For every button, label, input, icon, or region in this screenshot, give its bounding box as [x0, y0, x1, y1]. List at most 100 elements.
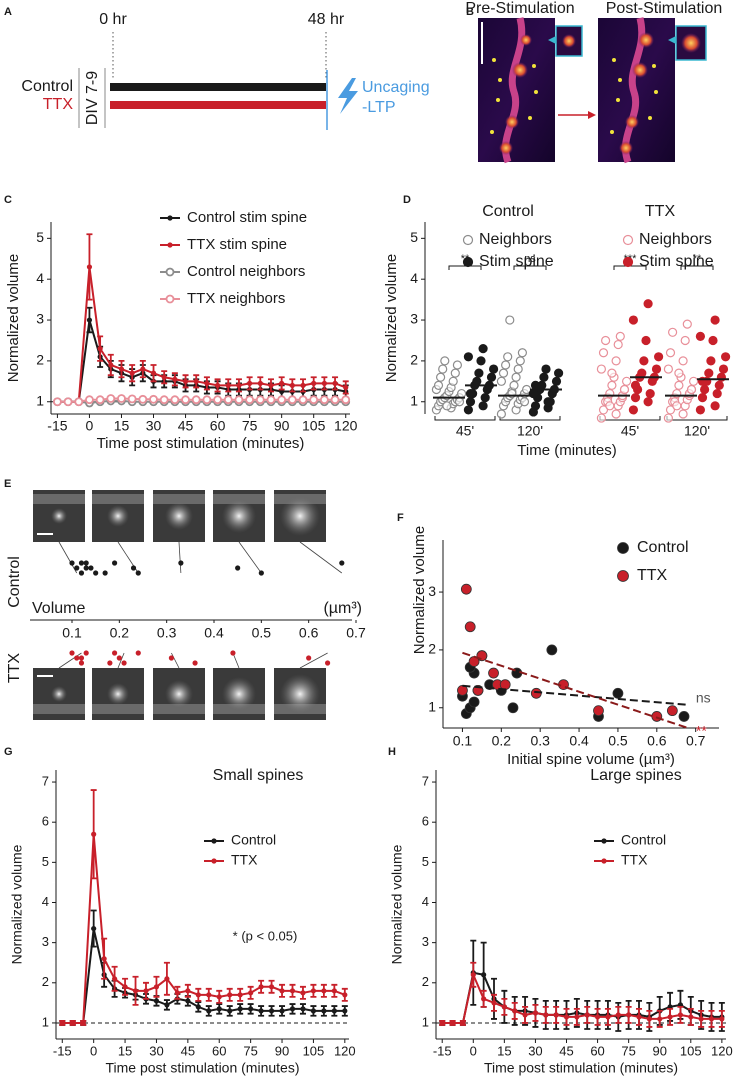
y-tick-label: 5	[422, 854, 429, 869]
fit-line	[462, 684, 688, 706]
spine-spot	[280, 496, 320, 536]
panel-label: A	[4, 6, 12, 18]
category-bracket	[599, 416, 661, 421]
x-axis-label: Time post stimulation (minutes)	[97, 435, 305, 452]
spine	[499, 141, 513, 155]
legend-label: TTX stim spine	[187, 236, 287, 253]
data-point	[615, 331, 625, 341]
data-point	[637, 368, 647, 378]
data-point	[512, 1008, 518, 1014]
data-point	[289, 382, 295, 389]
data-point	[174, 990, 180, 996]
x-axis-unit: (µm³)	[323, 600, 362, 617]
connector	[58, 541, 78, 574]
x-tick-label: 45'	[621, 423, 639, 439]
data-point	[97, 346, 103, 352]
x-axis-label: Time post stimulation (minutes)	[484, 1060, 678, 1076]
row-label: TTX	[6, 653, 23, 684]
data-point	[528, 388, 539, 399]
data-point	[448, 376, 458, 386]
data-point	[237, 1006, 243, 1012]
data-point	[598, 405, 609, 415]
data-point	[630, 380, 641, 391]
data-point	[605, 1014, 611, 1020]
legend-marker	[617, 542, 629, 554]
data-point	[651, 711, 663, 722]
arrow-head	[588, 111, 596, 119]
data-point	[498, 368, 509, 378]
legend-marker	[165, 267, 175, 277]
x-tick-label: 15	[497, 1043, 511, 1058]
data-point	[236, 382, 242, 389]
spine-spot	[107, 505, 129, 527]
dendrite-band	[153, 704, 205, 714]
data-point	[258, 570, 264, 576]
data-point	[645, 388, 655, 399]
legend-label: Stim spine	[639, 253, 714, 270]
spine	[638, 32, 654, 48]
data-point	[331, 1008, 337, 1014]
data-point	[438, 364, 448, 374]
legend-marker	[462, 234, 474, 246]
data-point	[674, 380, 684, 391]
data-point	[539, 372, 549, 382]
panel-label: E	[4, 478, 11, 490]
series-line	[57, 319, 346, 403]
data-point	[476, 356, 486, 366]
y-tick-label: 7	[42, 773, 49, 788]
data-point	[522, 1012, 528, 1018]
spine-spot	[165, 680, 193, 708]
data-point	[663, 413, 674, 423]
y-tick-label: 4	[36, 270, 44, 286]
data-point	[433, 380, 444, 391]
data-point	[122, 984, 128, 990]
data-point	[511, 372, 521, 382]
legend-marker	[622, 234, 634, 246]
data-point	[135, 650, 141, 656]
series	[59, 789, 348, 1026]
data-point	[489, 364, 499, 374]
data-point	[472, 376, 482, 386]
x-tick-label: 60	[590, 1043, 604, 1058]
data-point	[164, 976, 170, 982]
data-point	[85, 395, 94, 405]
data-point	[268, 984, 275, 990]
x-tick-label: 30	[146, 418, 162, 434]
data-point	[78, 660, 85, 666]
y-tick-label: 1	[36, 392, 44, 408]
x-tick-label: 0.5	[252, 625, 272, 641]
data-point	[202, 395, 212, 405]
y-tick-label: 5	[36, 229, 44, 245]
data-point	[300, 382, 306, 389]
group-heading: TTX	[645, 203, 676, 220]
x-tick-label: 90	[275, 1043, 289, 1058]
panel-label: H	[388, 746, 396, 758]
data-point	[185, 988, 191, 994]
data-point	[474, 368, 484, 378]
group-heading: Control	[482, 203, 534, 220]
chart-title: Small spines	[213, 767, 304, 784]
connector	[238, 541, 262, 574]
legend-marker	[462, 256, 474, 268]
age-label: DIV 7-9	[84, 71, 101, 125]
data-point	[710, 401, 720, 411]
legend-label: Neighbors	[639, 231, 712, 248]
series-line	[57, 397, 346, 403]
data-point	[519, 397, 530, 407]
micrograph-title: Post-Stimulation	[606, 0, 723, 17]
data-point	[330, 395, 340, 405]
data-point	[216, 1006, 222, 1012]
data-point	[140, 366, 146, 372]
data-point	[78, 560, 85, 566]
data-point	[206, 1008, 212, 1014]
data-point	[248, 1006, 254, 1012]
y-axis-label: Normalized volume	[9, 844, 25, 964]
data-point	[481, 996, 487, 1002]
group-bar	[110, 101, 326, 109]
spine-spot	[222, 677, 256, 711]
x-tick-label: 0.4	[569, 733, 589, 749]
micrograph	[598, 17, 707, 164]
x-tick-label: 0	[86, 418, 94, 434]
data-point	[682, 319, 692, 329]
y-tick-label: 3	[42, 934, 49, 949]
